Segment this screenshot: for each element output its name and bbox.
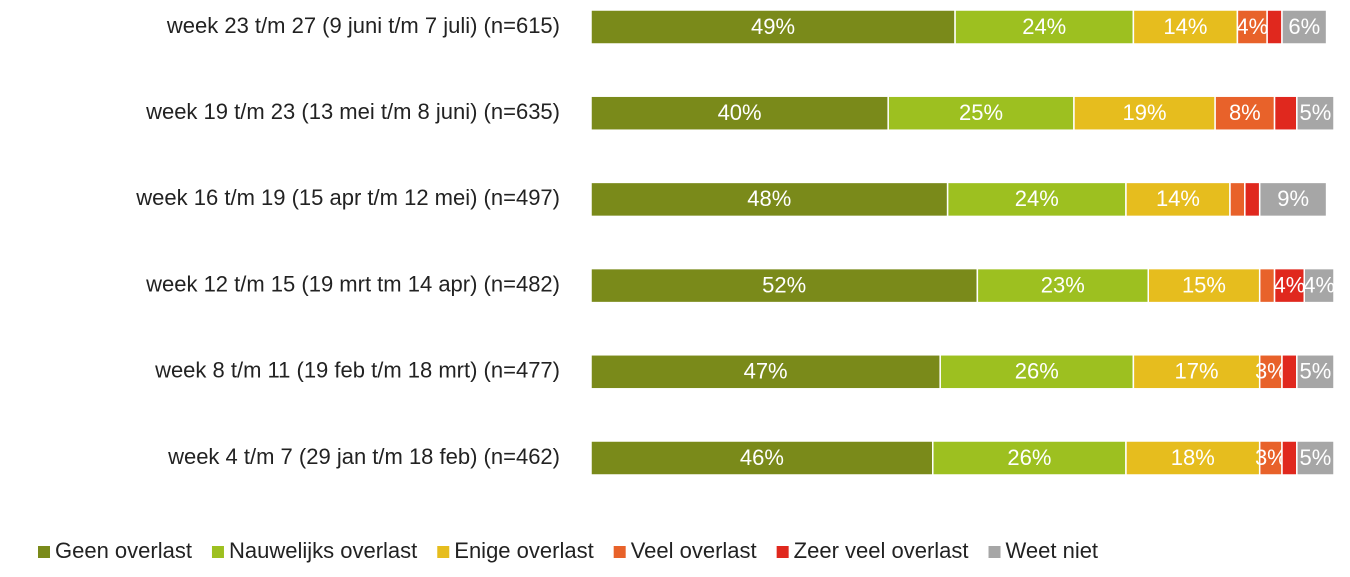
legend-label: Zeer veel overlast [794,538,969,563]
data-label: 14% [1163,14,1207,39]
data-label: 15% [1182,272,1226,297]
bar-segment [590,9,956,45]
category-label: week 16 t/m 19 (15 apr t/m 12 mei) (n=49… [135,185,560,210]
data-label: 4% [1236,14,1268,39]
bar-segment [887,95,1075,131]
bar-segment [1296,354,1335,390]
bar-segment [1147,267,1261,304]
bar-segment [590,95,889,131]
data-label: 5% [1300,100,1332,125]
data-label: 23% [1041,272,1085,297]
legend-swatch [38,546,50,558]
data-label: 17% [1175,359,1219,384]
data-label: 5% [1300,359,1332,384]
category-label: week 23 t/m 27 (9 juni t/m 7 juli) (n=61… [166,13,560,38]
legend-swatch [437,546,450,558]
bar-segment [1258,267,1276,304]
legend-label: Geen overlast [55,538,192,563]
bar-segment [590,354,941,390]
bar-segment [954,9,1135,45]
category-label: week 4 t/m 7 (29 jan t/m 18 feb) (n=462) [167,444,560,469]
legend-swatch [988,546,1001,558]
data-label: 24% [1022,14,1066,39]
category-label: week 19 t/m 23 (13 mei t/m 8 juni) (n=63… [145,99,560,124]
bar-segment [1258,181,1328,218]
data-label: 8% [1229,100,1261,125]
bar-segment [1296,95,1335,131]
data-label: 26% [1007,445,1051,470]
bar-segment [1132,9,1239,45]
bar-segment [1303,267,1335,304]
bar-segment [1281,440,1298,476]
data-label: 48% [747,186,791,211]
data-label: 18% [1171,445,1215,470]
bar-segment [1296,440,1335,476]
data-label: 14% [1156,186,1200,211]
bar-segment [1281,9,1328,45]
legend-label: Weet niet [1006,538,1099,563]
bar-segment [1125,440,1261,476]
bar-segment [590,440,934,476]
data-label: 6% [1288,14,1320,39]
data-label: 47% [744,359,788,384]
bar-segment [1125,181,1231,218]
data-label: 4% [1303,272,1335,297]
legend-label: Nauwelijks overlast [229,538,417,563]
legend-label: Veel overlast [631,538,757,563]
bar-segment [1266,9,1283,45]
legend-swatch [776,546,789,558]
data-label: 46% [740,445,784,470]
legend-swatch [613,546,626,558]
data-label: 9% [1277,186,1309,211]
data-label: 5% [1300,445,1332,470]
bar-segment [1132,354,1261,390]
data-label: 24% [1015,186,1059,211]
bar-segment [946,181,1127,218]
data-label: 19% [1123,100,1167,125]
bar-segment [1281,354,1298,390]
legend-label: Enige overlast [454,538,593,563]
data-label: 4% [1274,272,1306,297]
data-label: 52% [762,272,806,297]
bar-segment [1214,95,1276,131]
bar-segment [1073,95,1216,131]
category-label: week 12 t/m 15 (19 mrt tm 14 apr) (n=482… [145,271,560,296]
data-label: 25% [959,100,1003,125]
bar-segment [939,354,1135,390]
bar-segment [1229,181,1246,218]
category-label: week 8 t/m 11 (19 feb t/m 18 mrt) (n=477… [154,358,560,383]
bar-segment [1244,181,1261,218]
data-label: 40% [718,100,762,125]
bar-segment [976,267,1149,304]
legend-swatch [211,546,224,558]
bar-segment [1273,95,1298,131]
data-label: 49% [751,14,795,39]
data-label: 26% [1015,359,1059,384]
